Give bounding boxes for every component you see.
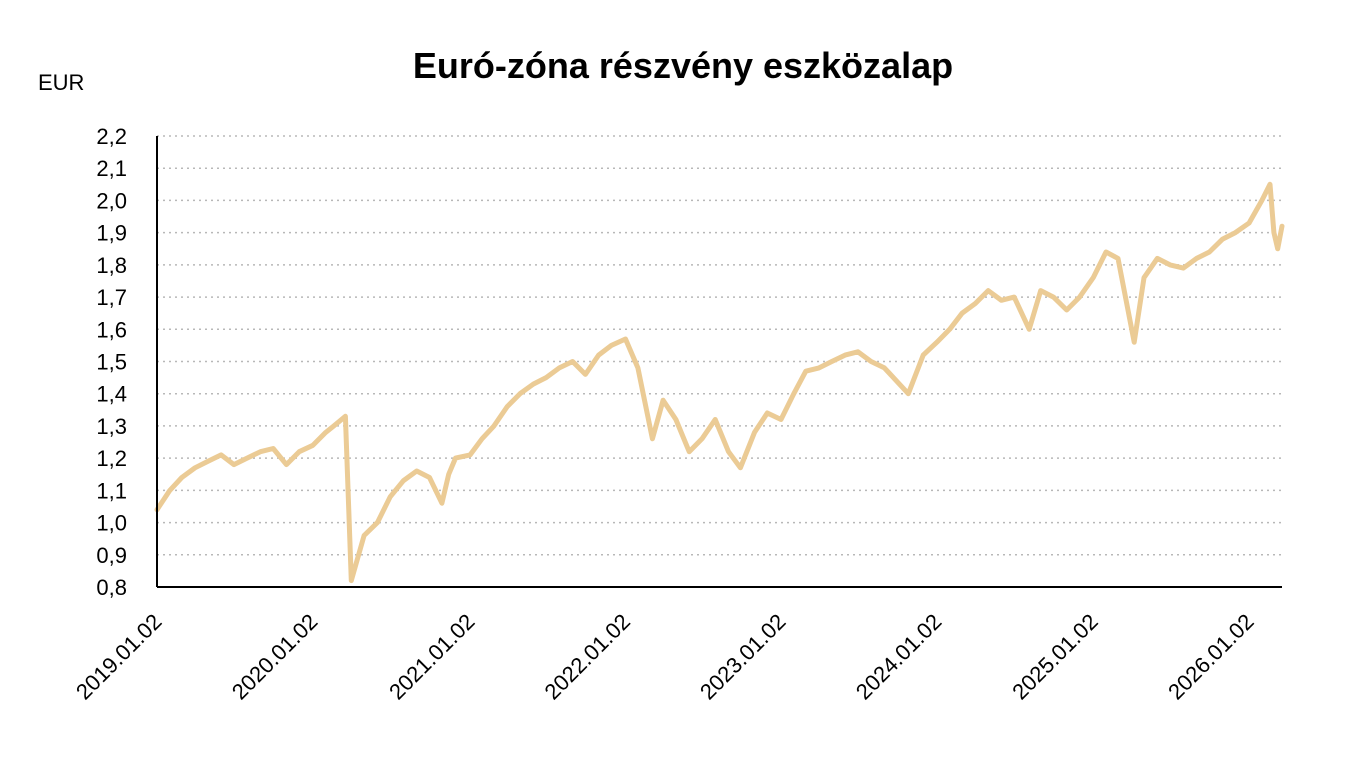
y-tick-label: 1,6 xyxy=(96,317,127,342)
y-tick-label: 0,8 xyxy=(96,575,127,600)
x-tick-label: 2025.01.02 xyxy=(1007,609,1103,705)
y-tick-label: 1,2 xyxy=(96,446,127,471)
y-tick-label: 1,1 xyxy=(96,478,127,503)
x-tick-label: 2024.01.02 xyxy=(851,609,947,705)
x-axis-ticks: 2019.01.02 2020.01.02 2021.01.02 2022.01.02… xyxy=(71,609,1259,705)
y-tick-label: 1,8 xyxy=(96,253,127,278)
series-line xyxy=(154,181,1285,584)
x-tick-label: 2020.01.02 xyxy=(227,609,323,705)
y-tick-label: 2,0 xyxy=(96,188,127,213)
y-tick-label: 1,4 xyxy=(96,382,127,407)
y-tick-label: 0,9 xyxy=(96,543,127,568)
x-tick-label: 2021.01.02 xyxy=(384,609,480,705)
x-tick-label: 2019.01.02 xyxy=(71,609,167,705)
x-tick-label: 2023.01.02 xyxy=(695,609,791,705)
y-tick-label: 1,5 xyxy=(96,350,127,375)
y-tick-label: 1,0 xyxy=(96,511,127,536)
gridlines xyxy=(157,135,1282,556)
y-tick-label: 1,9 xyxy=(96,221,127,246)
y-tick-label: 1,7 xyxy=(96,285,127,310)
y-axis-unit-label: EUR xyxy=(38,70,84,95)
series-group xyxy=(154,181,1285,584)
chart-title: Euró-zóna részvény eszközalap xyxy=(413,45,953,86)
y-tick-label: 1,3 xyxy=(96,414,127,439)
y-tick-label: 2,2 xyxy=(96,124,127,149)
y-tick-label: 2,1 xyxy=(96,156,127,181)
x-tick-label: 2026.01.02 xyxy=(1163,609,1259,705)
y-axis-ticks: 0,8 0,9 1,0 1,1 1,2 1,3 1,4 1,5 1,6 1,7 1,8 1,9 2,0 2… xyxy=(96,124,127,600)
x-tick-label: 2022.01.02 xyxy=(540,609,636,705)
